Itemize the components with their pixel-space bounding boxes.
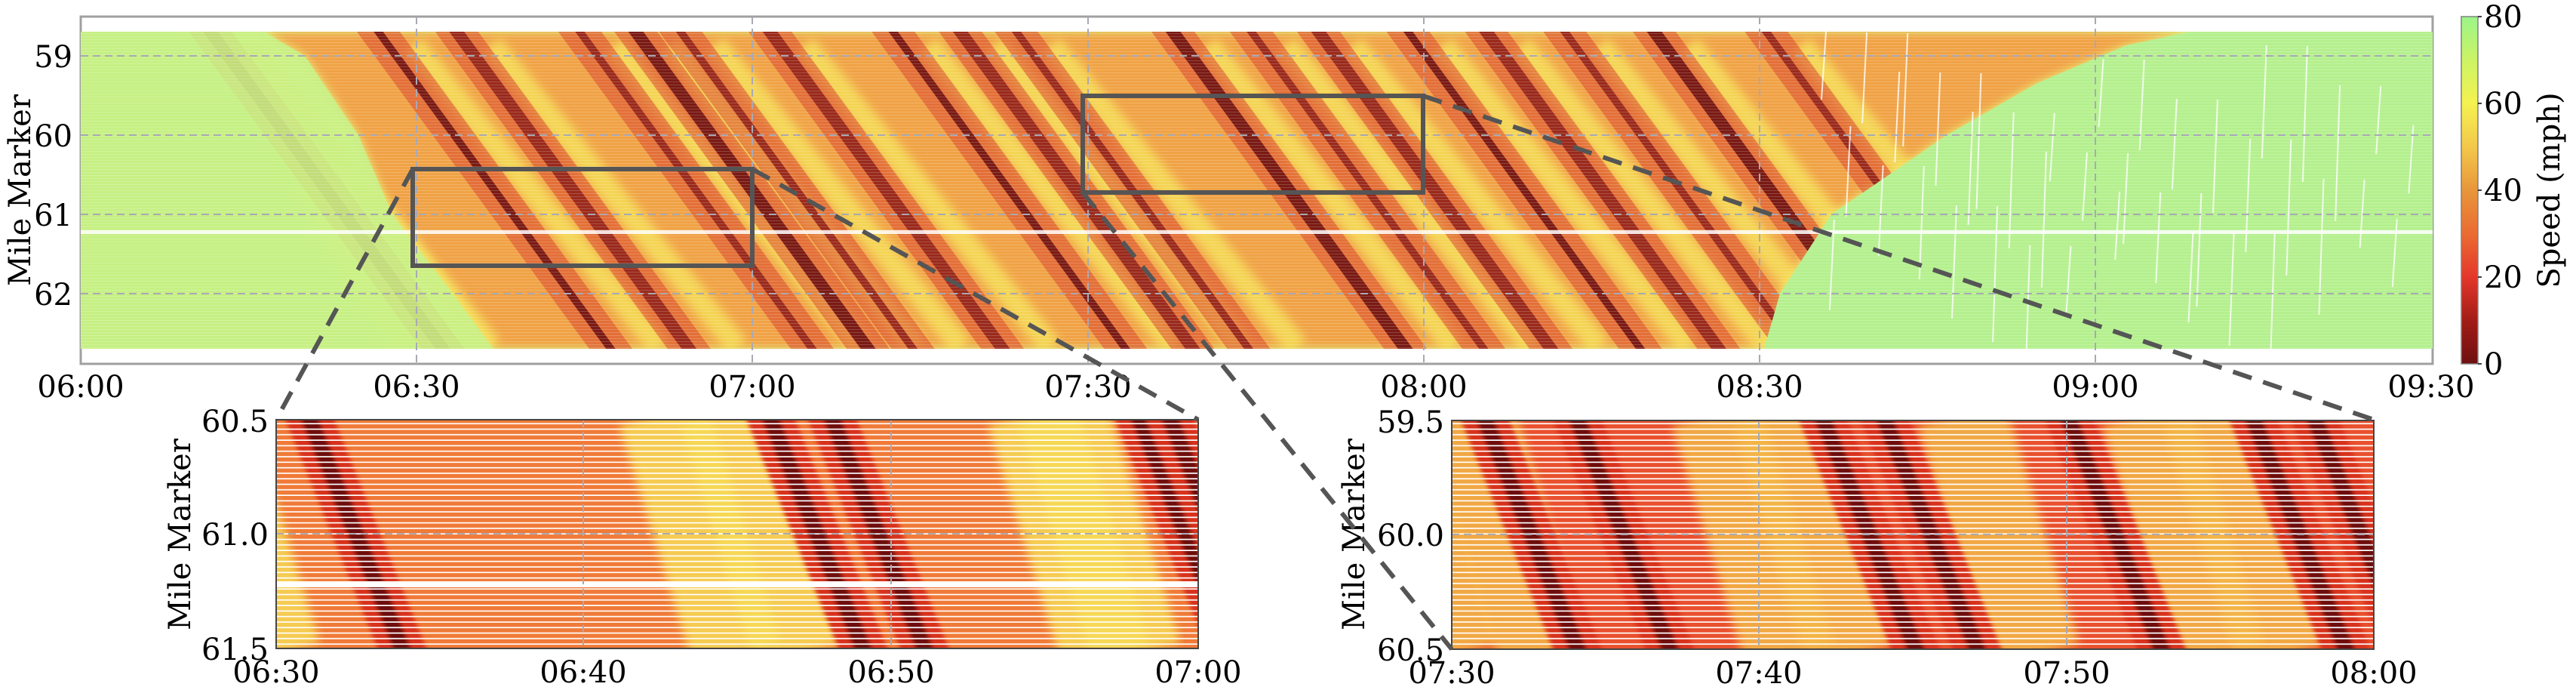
inset-right-xtick: 07:40	[1715, 656, 1802, 691]
main-grid	[81, 17, 2433, 364]
main-heatmap	[79, 15, 2434, 365]
zoom-connectors	[274, 94, 2375, 651]
inset-right-ytick: 60.0	[1377, 519, 1444, 553]
main-ytick: 61	[34, 199, 72, 233]
colorbar-tick: 0	[2484, 347, 2503, 382]
inset-left-xtick: 06:50	[847, 655, 934, 690]
main-y-axis: 59 60 61 62 Mile Marker	[3, 40, 72, 313]
main-ylabel: Mile Marker	[3, 94, 38, 286]
inset-left-gap	[276, 581, 1198, 587]
inset-right-ylabel: Mile Marker	[1337, 438, 1372, 630]
inset-left-ytick: 61.0	[201, 518, 269, 553]
inset-left-ytick: 60.5	[201, 405, 269, 439]
main-x-axis: 06:00 06:30 07:00 07:30 08:00 08:30 09:0…	[37, 370, 2474, 405]
inset-right-xtick: 07:30	[1408, 656, 1495, 691]
colorbar-label: Speed (mph)	[2532, 92, 2567, 288]
main-xtick: 08:30	[1716, 370, 1803, 405]
main-ytick: 59	[34, 40, 72, 75]
main-xtick: 09:30	[2387, 370, 2474, 405]
inset-left-xtick: 06:30	[232, 655, 319, 690]
colorbar-tick: 40	[2484, 174, 2522, 208]
zoom-box-0730-0800	[1081, 94, 1425, 195]
colorbar: 80 60 40 20 0 Speed (mph)	[2461, 0, 2567, 382]
data-gap-stripe	[81, 230, 2433, 234]
inset-left-ylabel: Mile Marker	[163, 438, 198, 630]
inset-right-xtick: 07:50	[2023, 656, 2110, 691]
inset-left-xtick: 06:40	[539, 655, 626, 690]
main-ytick: 60	[34, 119, 72, 154]
inset-right-heatmap: 59.5 60.0 60.5 Mile Marker 07:30 07:40 0…	[1337, 405, 2418, 691]
main-xtick: 09:00	[2052, 370, 2138, 405]
main-xtick: 07:00	[709, 370, 795, 405]
inset-right-xtick: 08:00	[2330, 656, 2417, 691]
inset-right-ytick: 59.5	[1377, 405, 1444, 440]
inset-left-ytick: 61.5	[201, 633, 269, 667]
colorbar-tick: 20	[2484, 260, 2522, 295]
colorbar-tick: 80	[2484, 0, 2522, 35]
inset-left-heatmap: 60.5 61.0 61.5 Mile Marker 06:30 06:40 0…	[163, 405, 1242, 690]
inset-left-xtick: 07:00	[1154, 655, 1241, 690]
main-xtick: 08:00	[1380, 370, 1467, 405]
zoom-box-0630-0700	[410, 167, 755, 268]
main-ytick: 62	[34, 278, 72, 313]
main-xtick: 06:00	[37, 370, 124, 405]
inset-right-ytick: 60.5	[1377, 633, 1444, 668]
colorbar-tick: 60	[2484, 87, 2522, 122]
main-xtick: 06:30	[373, 370, 460, 405]
